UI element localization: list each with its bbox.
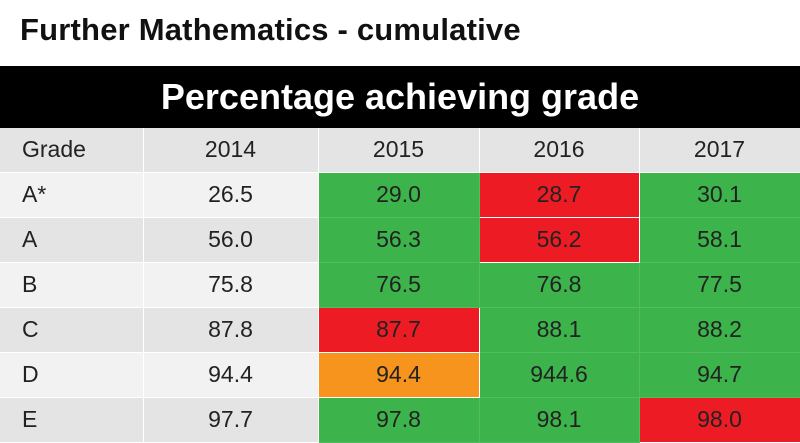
value-cell-2014: 75.8	[143, 262, 319, 308]
value-cell-2015: 29.0	[318, 172, 480, 218]
header-row: Grade 2014 2015 2016 2017	[0, 128, 800, 173]
value-cell-2015: 94.4	[318, 352, 480, 398]
value-cell-2014: 94.4	[143, 352, 319, 398]
grade-cell: A	[0, 217, 144, 263]
value-cell-2016: 56.2	[479, 217, 640, 263]
value-cell-2017: 98.0	[639, 397, 800, 443]
value-cell-2016: 76.8	[479, 262, 640, 308]
value-cell-2017: 88.2	[639, 307, 800, 353]
table-body: A* 26.5 29.0 28.7 30.1 A 56.0 56.3 56.2 58.1 B 75.8…	[0, 172, 800, 443]
value-cell-2015: 87.7	[318, 307, 480, 353]
column-header-2014: 2014	[143, 128, 319, 173]
value-cell-2016: 88.1	[479, 307, 640, 353]
grade-cell: C	[0, 307, 144, 353]
value-cell-2017: 30.1	[639, 172, 800, 218]
value-cell-2016: 944.6	[479, 352, 640, 398]
value-cell-2014: 87.8	[143, 307, 319, 353]
grade-table: Grade 2014 2015 2016 2017 A* 26.5 29.0 28.7…	[0, 128, 800, 443]
column-header-2016: 2016	[479, 128, 640, 173]
value-cell-2015: 97.8	[318, 397, 480, 443]
table-banner: Percentage achieving grade	[0, 66, 800, 128]
grade-cell: E	[0, 397, 144, 443]
value-cell-2017: 94.7	[639, 352, 800, 398]
grade-cell: A*	[0, 172, 144, 218]
table-row: D 94.4 94.4 944.6 94.7	[0, 352, 800, 398]
table-row: C 87.8 87.7 88.1 88.2	[0, 307, 800, 353]
value-cell-2017: 58.1	[639, 217, 800, 263]
value-cell-2017: 77.5	[639, 262, 800, 308]
table-row: E 97.7 97.8 98.1 98.0	[0, 397, 800, 443]
value-cell-2014: 97.7	[143, 397, 319, 443]
table-row: B 75.8 76.5 76.8 77.5	[0, 262, 800, 308]
value-cell-2014: 26.5	[143, 172, 319, 218]
value-cell-2016: 98.1	[479, 397, 640, 443]
table-row: A 56.0 56.3 56.2 58.1	[0, 217, 800, 263]
grade-cell: B	[0, 262, 144, 308]
table-row: A* 26.5 29.0 28.7 30.1	[0, 172, 800, 218]
value-cell-2016: 28.7	[479, 172, 640, 218]
column-header-2015: 2015	[318, 128, 480, 173]
value-cell-2015: 56.3	[318, 217, 480, 263]
value-cell-2014: 56.0	[143, 217, 319, 263]
value-cell-2015: 76.5	[318, 262, 480, 308]
column-header-grade: Grade	[0, 128, 144, 173]
column-header-2017: 2017	[639, 128, 800, 173]
grade-cell: D	[0, 352, 144, 398]
page-title: Further Mathematics - cumulative	[20, 12, 521, 47]
